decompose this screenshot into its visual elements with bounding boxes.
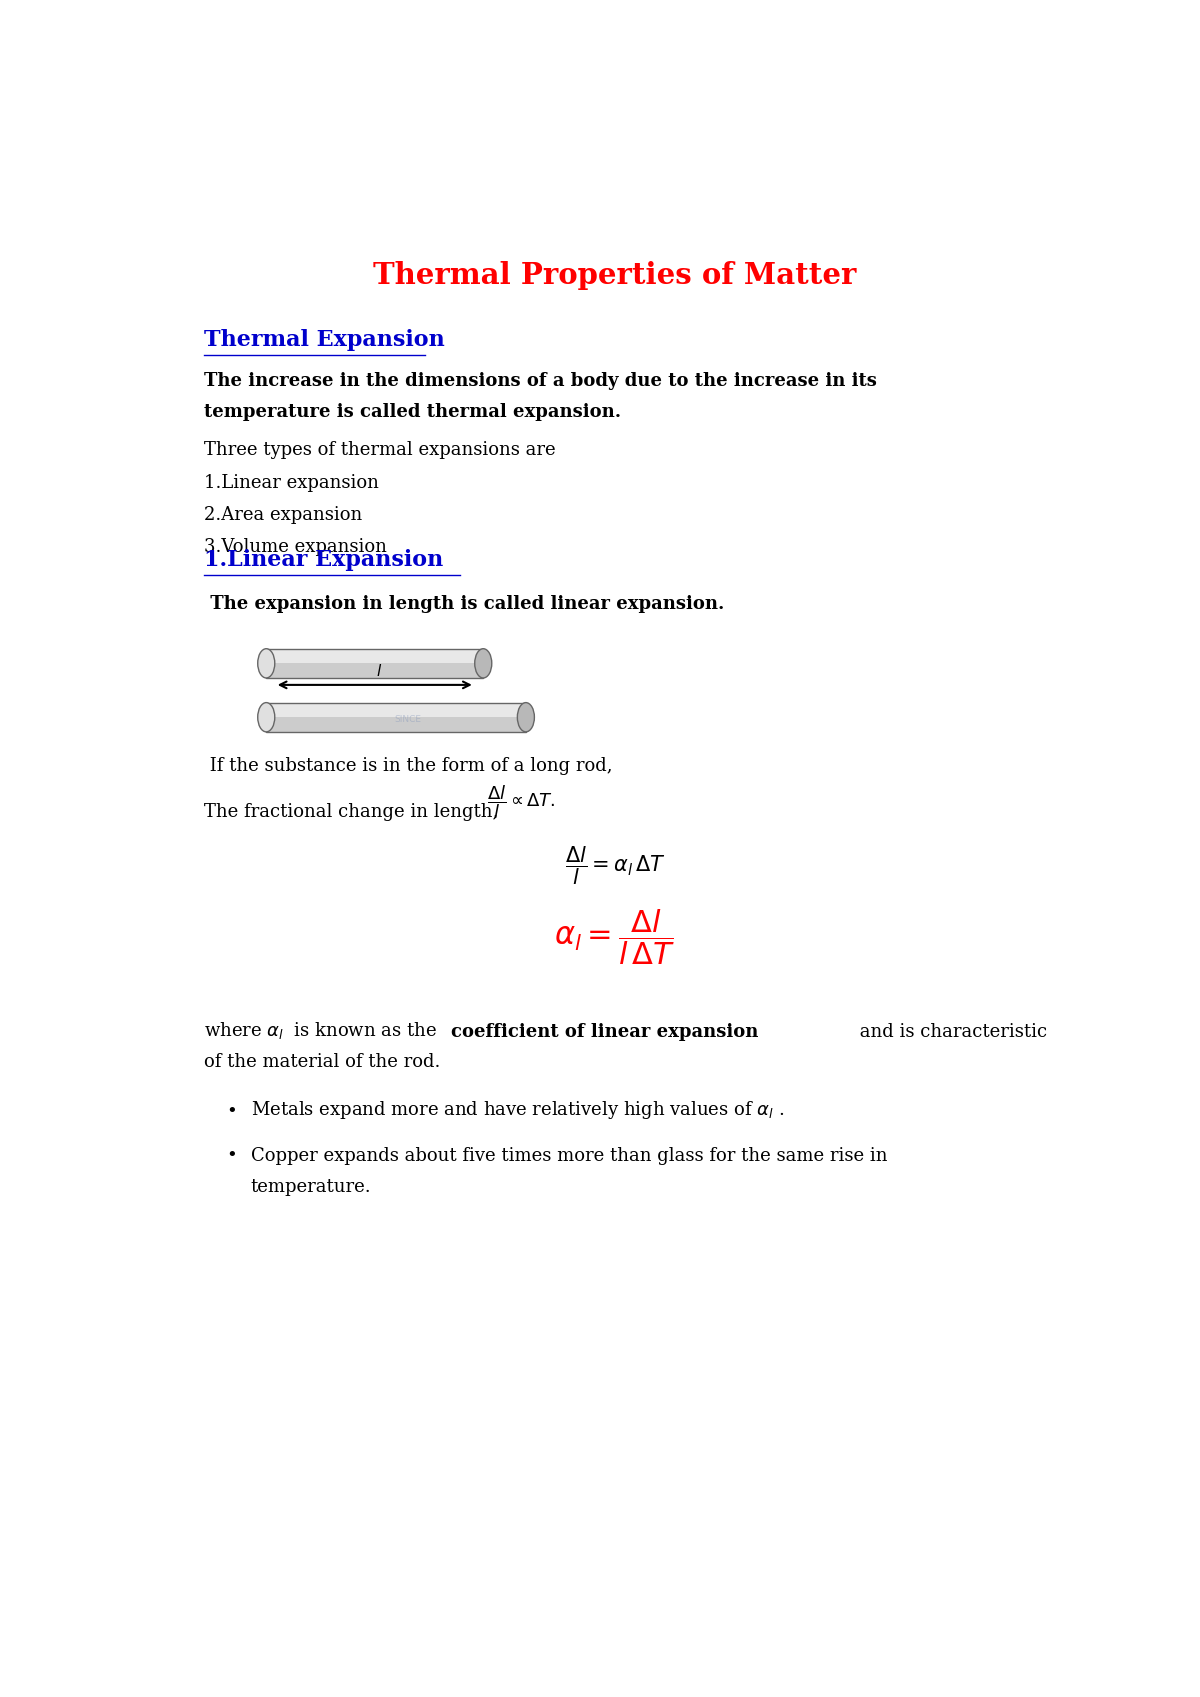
Bar	[266, 648, 484, 679]
Text: SINCE: SINCE	[394, 714, 421, 725]
Bar	[266, 703, 526, 718]
Text: Metals expand more and have relatively high values of $\alpha_l$ .: Metals expand more and have relatively h…	[251, 1100, 784, 1122]
Text: of the material of the rod.: of the material of the rod.	[204, 1054, 440, 1071]
Text: Thermal Expansion: Thermal Expansion	[204, 329, 445, 351]
Text: $\alpha_l = \dfrac{\Delta l}{l \,\Delta T}$: $\alpha_l = \dfrac{\Delta l}{l \,\Delta …	[554, 908, 676, 967]
Text: and is characteristic: and is characteristic	[853, 1023, 1046, 1040]
Text: Thermal Properties of Matter: Thermal Properties of Matter	[373, 261, 857, 290]
Text: temperature.: temperature.	[251, 1178, 371, 1196]
Text: $\dfrac{\Delta l}{l}$$\propto \Delta T.$: $\dfrac{\Delta l}{l}$$\propto \Delta T.$	[487, 784, 556, 821]
Text: 1.Linear Expansion: 1.Linear Expansion	[204, 548, 444, 570]
Text: The fractional change in length,: The fractional change in length,	[204, 803, 498, 821]
Text: temperature is called thermal expansion.: temperature is called thermal expansion.	[204, 402, 622, 421]
Text: $l$: $l$	[376, 664, 382, 679]
Text: 2.Area expansion: 2.Area expansion	[204, 506, 362, 524]
Text: Three types of thermal expansions are: Three types of thermal expansions are	[204, 441, 556, 460]
Text: •: •	[226, 1147, 236, 1166]
Text: 1.Linear expansion: 1.Linear expansion	[204, 473, 379, 492]
Text: The increase in the dimensions of a body due to the increase in its: The increase in the dimensions of a body…	[204, 372, 877, 390]
Bar	[266, 648, 484, 679]
Bar	[266, 648, 484, 664]
Text: •: •	[226, 1103, 236, 1122]
Ellipse shape	[475, 648, 492, 679]
Ellipse shape	[258, 703, 275, 731]
Bar	[266, 703, 526, 731]
Text: The expansion in length is called linear expansion.: The expansion in length is called linear…	[204, 596, 725, 613]
Text: If the substance is in the form of a long rod,: If the substance is in the form of a lon…	[204, 757, 613, 776]
Text: 3.Volume expansion: 3.Volume expansion	[204, 538, 388, 557]
Text: coefficient of linear expansion: coefficient of linear expansion	[451, 1023, 758, 1040]
Text: Copper expands about five times more than glass for the same rise in: Copper expands about five times more tha…	[251, 1147, 887, 1166]
Ellipse shape	[517, 703, 534, 731]
Text: where $\alpha_l$  is known as the: where $\alpha_l$ is known as the	[204, 1020, 438, 1040]
Ellipse shape	[258, 648, 275, 679]
Bar	[266, 703, 526, 731]
Text: $\dfrac{\Delta l}{l} = \alpha_l \,\Delta T$: $\dfrac{\Delta l}{l} = \alpha_l \,\Delta…	[565, 843, 665, 886]
